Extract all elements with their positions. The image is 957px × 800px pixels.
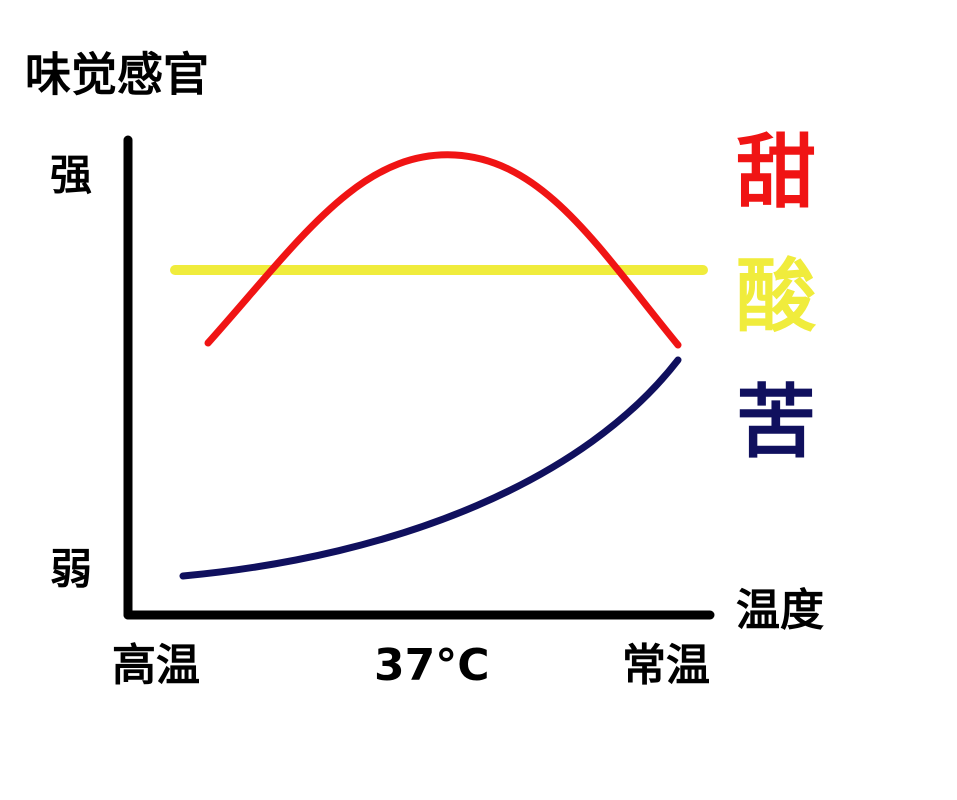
x-label: 37°C	[374, 640, 490, 691]
y-high-label: 强	[50, 151, 92, 200]
x-label: 高温	[112, 640, 200, 691]
x-label: 常温	[622, 640, 710, 691]
y-low-label: 弱	[50, 545, 92, 594]
y-axis-title: 味觉感官	[25, 48, 209, 102]
legend-label: 甜	[736, 126, 816, 219]
sweet-curve	[204, 151, 682, 349]
legend-label: 酸	[736, 250, 817, 343]
x-axis-title: 温度	[736, 585, 824, 636]
bitter-curve	[179, 356, 682, 580]
legend-label: 苦	[736, 376, 816, 469]
